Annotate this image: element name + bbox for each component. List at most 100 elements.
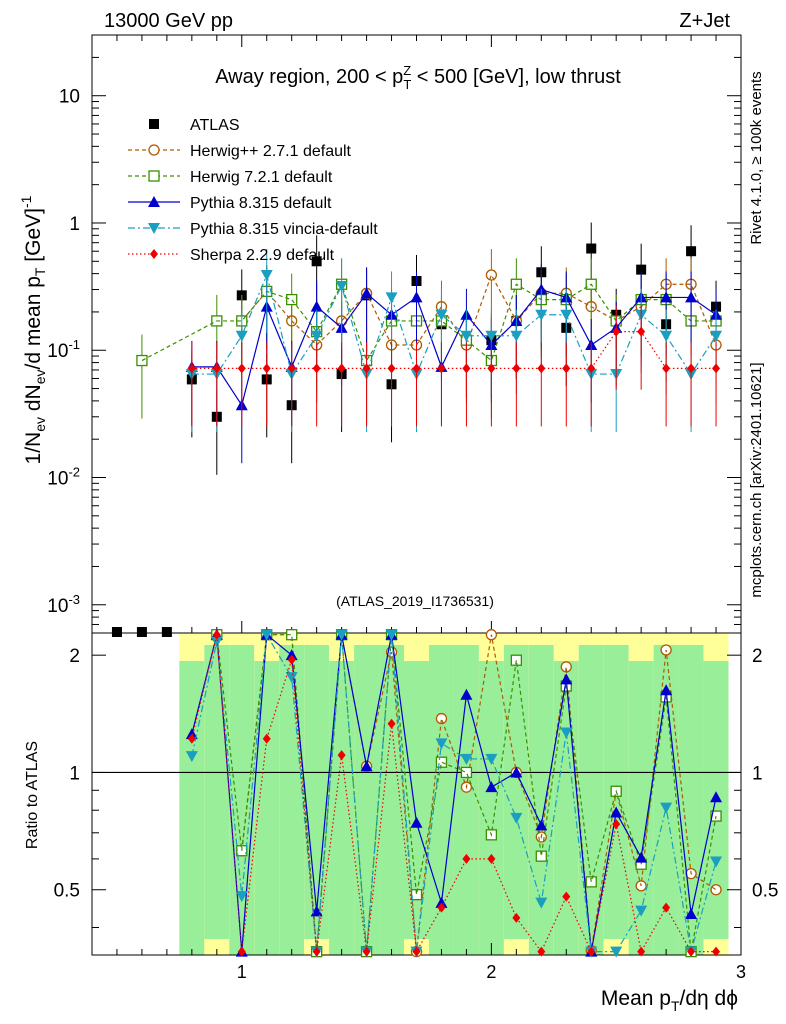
- ratio-point: [385, 629, 398, 641]
- ratio-point: [560, 673, 573, 685]
- x-tick-label: 2: [486, 962, 496, 982]
- data-series: [111, 222, 723, 637]
- ratio-point: [362, 946, 371, 957]
- series-line: [141, 282, 717, 362]
- legend-label: Pythia 8.315 vincia-default: [190, 221, 378, 238]
- ratio-point: [635, 905, 648, 917]
- data-point: [485, 330, 498, 342]
- y-tick-label: 10-2: [47, 465, 80, 490]
- data-point: [287, 363, 296, 374]
- ratio-point: [312, 946, 321, 957]
- legend-marker: [148, 144, 160, 156]
- mcplots-label: mcplots.cern.ch [arXiv:2401.10621]: [748, 362, 765, 597]
- ratio-point: [637, 946, 646, 957]
- x-axis-label: Mean pT/dη dϕ: [601, 987, 738, 1014]
- axis-ticks: 1 2 3 10-3 10-2 10-1 1 10 0.5 0.5 1 1 2 2: [47, 34, 778, 982]
- legend-label: Pythia 8.315 default: [190, 195, 332, 212]
- series-line: [191, 273, 717, 377]
- y-axis-label: 1/Nev dNev/d mean pT [GeV]-1: [18, 195, 48, 464]
- header-left: 13000 GeV pp: [104, 10, 233, 32]
- data-point: [387, 363, 396, 374]
- watermark: (ATLAS_2019_I1736531): [336, 593, 494, 609]
- ratio-tick-label: 0.5: [54, 881, 80, 902]
- legend-marker: [148, 170, 160, 182]
- band-inner: [354, 645, 380, 955]
- ratio-line: [241, 634, 717, 952]
- legend-marker: [149, 119, 159, 129]
- ratio-series-4: [185, 629, 723, 958]
- atlas-point: [111, 627, 122, 637]
- series-1: [236, 249, 722, 403]
- data-point: [686, 246, 697, 257]
- data-point: [636, 264, 647, 275]
- legend-entry: Herwig++ 2.7.1 default: [128, 143, 352, 160]
- data-point: [310, 330, 323, 342]
- ratio-point: [462, 853, 471, 864]
- band-inner: [304, 645, 330, 939]
- series-5: [187, 305, 721, 427]
- ratio-series-5: [187, 629, 721, 957]
- data-point: [437, 363, 446, 374]
- ratio-line: [216, 634, 717, 952]
- ratio-point: [487, 853, 496, 864]
- ratio-point: [287, 654, 296, 665]
- data-point: [710, 330, 723, 342]
- ratio-line: [191, 633, 717, 952]
- band-inner: [179, 661, 205, 955]
- band-inner: [478, 661, 504, 955]
- uncertainty-bands: [179, 633, 729, 955]
- legend-label: Sherpa 2.2.9 default: [190, 247, 335, 264]
- data-point: [485, 269, 498, 281]
- data-point: [311, 256, 322, 267]
- legend-entry: ATLAS: [149, 117, 240, 134]
- series-line: [191, 288, 717, 407]
- data-point: [587, 363, 596, 374]
- y-tick-label: 1: [69, 214, 80, 235]
- ratio-point: [585, 876, 597, 888]
- ratio-line: [191, 634, 717, 954]
- data-point: [286, 293, 298, 306]
- data-point: [562, 363, 571, 374]
- ratio-point: [212, 629, 221, 640]
- header-right: Z+Jet: [679, 10, 730, 32]
- ratio-tick-label: 2: [69, 646, 80, 667]
- ratio-point: [562, 891, 571, 902]
- legend-marker: [148, 223, 160, 234]
- axis-labels: 13000 GeV pp Z+Jet Away region, 200 < pTZ …: [18, 10, 765, 1014]
- ratio-point: [235, 891, 248, 903]
- legend-entry: Herwig 7.2.1 default: [128, 169, 333, 186]
- data-point: [462, 363, 471, 374]
- data-point: [712, 363, 721, 374]
- ratio-tick-label: 2: [752, 646, 763, 667]
- legend-label: Herwig++ 2.7.1 default: [190, 143, 352, 160]
- ratio-point: [710, 884, 722, 896]
- series-line: [191, 331, 717, 369]
- data-point: [687, 363, 696, 374]
- series-2: [136, 258, 722, 419]
- atlas-point: [161, 627, 172, 637]
- band-inner: [204, 645, 230, 939]
- y-tick-label: 10-1: [47, 337, 80, 362]
- ratio-series: [185, 628, 723, 958]
- ratio-point: [587, 946, 596, 957]
- band-inner: [279, 645, 305, 955]
- x-tick-label: 3: [736, 962, 746, 982]
- x-tick-label: 1: [237, 962, 247, 982]
- band-inner: [578, 645, 604, 955]
- ratio-point: [460, 766, 473, 779]
- legend-entry: Sherpa 2.2.9 default: [128, 247, 335, 264]
- ratio-point: [710, 856, 723, 868]
- legend-label: ATLAS: [190, 117, 240, 134]
- ratio-tick-label: 0.5: [752, 881, 778, 902]
- ratio-point: [535, 897, 548, 909]
- legend-entry: Pythia 8.315 default: [128, 195, 332, 212]
- legend-marker: [148, 196, 160, 207]
- data-point: [362, 363, 371, 374]
- ratio-point: [460, 688, 473, 700]
- y-tick-label: 10-3: [47, 592, 80, 617]
- series-line: [241, 273, 717, 347]
- band-inner: [229, 645, 255, 955]
- ratio-tick-label: 1: [69, 763, 80, 784]
- legend: ATLAS Herwig++ 2.7.1 default Herwig 7.2.1 …: [128, 117, 378, 264]
